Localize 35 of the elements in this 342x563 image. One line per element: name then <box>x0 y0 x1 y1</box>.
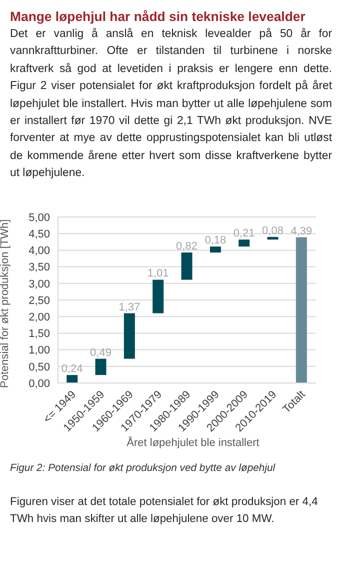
y-axis-title: Potensial for økt produksjon [TWh] <box>0 218 11 388</box>
bar <box>124 312 135 358</box>
y-tick-label: 1,50 <box>28 328 50 340</box>
x-axis-title: Året løpehjulet ble installert <box>126 436 260 449</box>
y-tick-label: 1,00 <box>28 344 50 356</box>
data-label: 0,08 <box>262 224 284 237</box>
y-tick-label: 3,00 <box>28 278 50 290</box>
bar <box>210 246 221 252</box>
data-label: 1,01 <box>147 267 169 280</box>
text: Figur 2: Potensial for økt produksjon ved bytte av løpehjul <box>10 462 276 474</box>
data-label: 0,82 <box>176 240 198 252</box>
bar <box>267 236 278 240</box>
text: Det er vanlig å anslå en teknisk levealder på 50 år for vannkraftturbiner. Ofte er tilstanden til turbinene i norske kraftverk så god at levetiden i praksis er lengere enn dette. Figur 2 viser potensialet for økt kraftproduksjon fordelt på året løpehjulet ble installert. Hvis man bytter ut alle løpehjulene som er installert før 1970 vil dette gi 2,1 TWh økt produksjon. NVE forventer at mye av dette opprustingspotensialet kan bli utløst de kommende årene etter hvert som disse kraftverkene bytter ut løpehjulene. <box>10 28 332 180</box>
bar <box>152 279 164 313</box>
y-tick-label: 4,00 <box>28 244 50 257</box>
bar <box>66 374 78 383</box>
bar <box>95 358 106 375</box>
y-tick-label: 0,50 <box>28 360 50 373</box>
data-label: 0,18 <box>204 234 226 246</box>
data-label: 0,49 <box>90 346 112 358</box>
y-tick-label: 0,00 <box>28 378 50 390</box>
data-label: 0,24 <box>61 362 83 375</box>
y-tick-label: 2,50 <box>28 294 50 307</box>
chart-title: Mange løpehjul har nådd sin tekniske levealder <box>10 9 306 24</box>
y-tick-label: 3,50 <box>28 261 50 274</box>
y-tick-label: 2,00 <box>28 311 50 324</box>
bar <box>238 239 250 246</box>
bar <box>181 252 192 280</box>
data-label: 0,21 <box>233 227 255 240</box>
y-tick-label: 5,00 <box>28 212 50 224</box>
data-label: 4,39 <box>290 224 312 237</box>
text: Figuren viser at det totale potensialet for økt produksjon er 4,4 TWh hvis man skifter ut alle løpehjulene over 10 MW. <box>10 494 319 527</box>
bar <box>296 236 307 383</box>
y-tick-label: 4,50 <box>28 228 50 240</box>
data-label: 1,37 <box>118 300 140 313</box>
